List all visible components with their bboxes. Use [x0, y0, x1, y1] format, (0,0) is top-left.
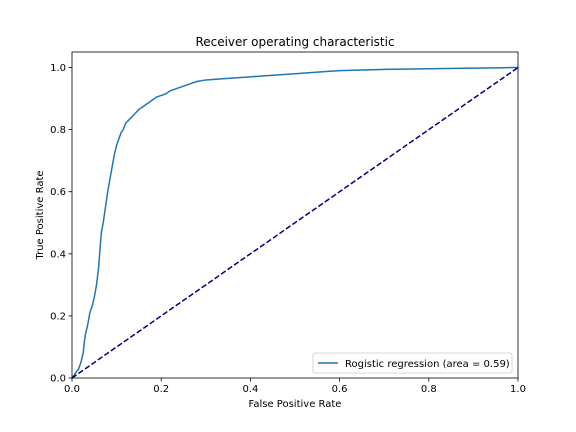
y-tick-label: 0.8 — [50, 125, 66, 136]
y-tick-label: 0.0 — [50, 374, 66, 385]
chance-diagonal-line — [71, 66, 519, 379]
legend-box — [312, 352, 513, 374]
x-tick-label: 0.4 — [242, 384, 258, 395]
axis-ticks: 0.0 0.2 0.4 0.6 0.8 1.0 0.0 0.2 0.4 0.6 0.8 1.0 — [50, 63, 526, 395]
chart-title: Receiver operating characteristic — [195, 35, 394, 49]
x-tick-label: 0.6 — [332, 384, 348, 395]
plot-area — [71, 66, 519, 379]
y-tick-label: 0.2 — [50, 311, 66, 322]
x-tick-label: 0.8 — [421, 384, 437, 395]
y-tick-label: 0.4 — [50, 249, 66, 260]
y-tick-label: 1.0 — [50, 63, 66, 74]
legend: Rogistic regression (area = 0.59) — [312, 352, 513, 374]
roc-curve-line — [71, 66, 519, 379]
x-tick-label: 0.2 — [153, 384, 169, 395]
x-axis-label: False Positive Rate — [249, 399, 342, 410]
x-tick-label: 1.0 — [510, 384, 526, 395]
plot-frame — [71, 51, 519, 379]
y-tick-label: 0.6 — [50, 187, 66, 198]
y-axis-label: True Positive Rate — [35, 170, 46, 260]
legend-label-roc: Rogistic regression (area = 0.59) — [345, 359, 510, 370]
x-tick-label: 0.0 — [64, 384, 80, 395]
